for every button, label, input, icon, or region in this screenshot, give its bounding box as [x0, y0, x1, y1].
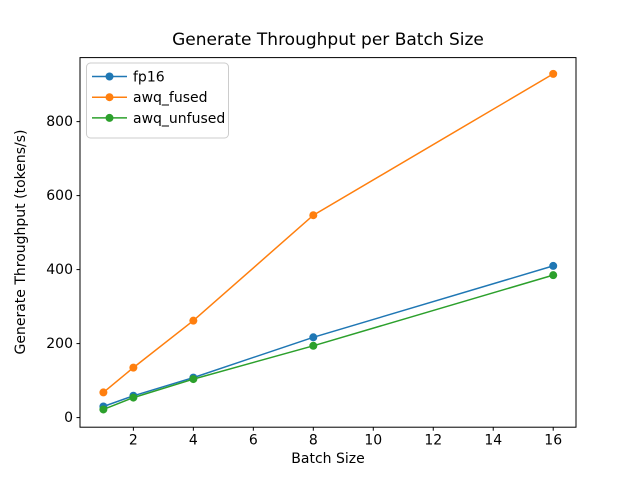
- legend: fp16 awq_fused awq_unfused: [86, 62, 229, 139]
- legend-marker-fp16: [105, 72, 114, 81]
- x-axis-label: Batch Size: [291, 451, 364, 467]
- x-tick-label: 2: [129, 433, 138, 449]
- x-tick-label: 6: [249, 433, 258, 449]
- chart-title: Generate Throughput per Batch Size: [172, 30, 484, 50]
- series-marker-awq_unfused: [309, 341, 318, 350]
- series-marker-awq_unfused: [129, 393, 138, 402]
- series-marker-awq_unfused: [189, 375, 198, 384]
- series-marker-awq_fused: [189, 316, 198, 325]
- legend-box: [86, 62, 229, 139]
- legend-label-fp16: fp16: [133, 70, 165, 86]
- series-marker-awq_unfused: [99, 405, 108, 414]
- y-tick-label: 800: [46, 114, 73, 130]
- x-tick-label: 4: [189, 433, 198, 449]
- y-tick-label: 0: [64, 410, 73, 426]
- series-marker-fp16: [309, 333, 318, 342]
- y-axis-label: Generate Throughput (tokens/s): [13, 130, 29, 355]
- y-tick-label: 200: [46, 336, 73, 352]
- legend-marker-awq_unfused: [105, 113, 114, 122]
- y-tick-label: 600: [46, 188, 73, 204]
- legend-label-awq_unfused: awq_unfused: [133, 111, 225, 127]
- x-tick-label: 16: [544, 433, 562, 449]
- series-marker-awq_unfused: [549, 271, 558, 280]
- legend-marker-awq_fused: [105, 93, 114, 102]
- x-tick-label: 10: [364, 433, 382, 449]
- x-tick-label: 12: [424, 433, 442, 449]
- series-marker-awq_fused: [99, 388, 108, 397]
- x-tick-label: 14: [484, 433, 502, 449]
- series-marker-awq_fused: [549, 69, 558, 78]
- series-marker-awq_fused: [309, 211, 318, 220]
- series-marker-fp16: [549, 261, 558, 270]
- x-tick-label: 8: [309, 433, 318, 449]
- legend-label-awq_fused: awq_fused: [133, 90, 208, 106]
- y-tick-label: 400: [46, 262, 73, 278]
- series-marker-awq_fused: [129, 363, 138, 372]
